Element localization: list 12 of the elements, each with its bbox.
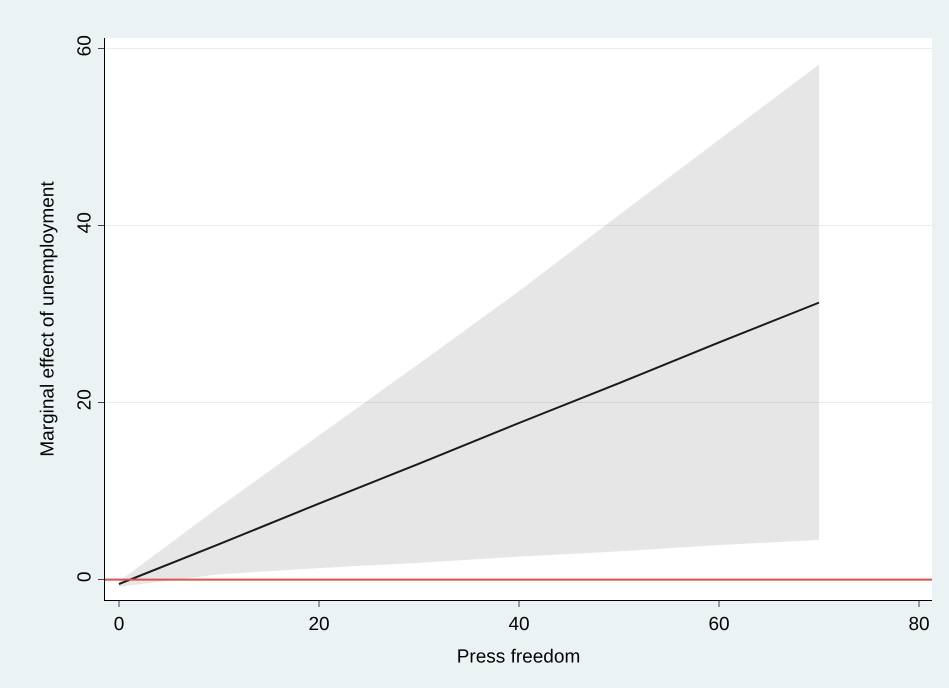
y-axis-title: Marginal effect of unemployment	[37, 180, 58, 457]
x-tick-label: 60	[708, 614, 730, 635]
x-tick-label: 40	[508, 614, 530, 635]
x-tick-label: 20	[308, 614, 330, 635]
y-tick-label: 20	[74, 389, 96, 410]
y-tick-label: 60	[74, 35, 96, 56]
y-tick-label: 40	[74, 212, 96, 234]
x-tick-label: 0	[114, 614, 124, 635]
line-series	[118, 302, 820, 586]
x-axis-title: Press freedom	[456, 646, 580, 668]
x-tick-label: 80	[908, 614, 930, 635]
y-tick-label: 0	[74, 572, 96, 582]
